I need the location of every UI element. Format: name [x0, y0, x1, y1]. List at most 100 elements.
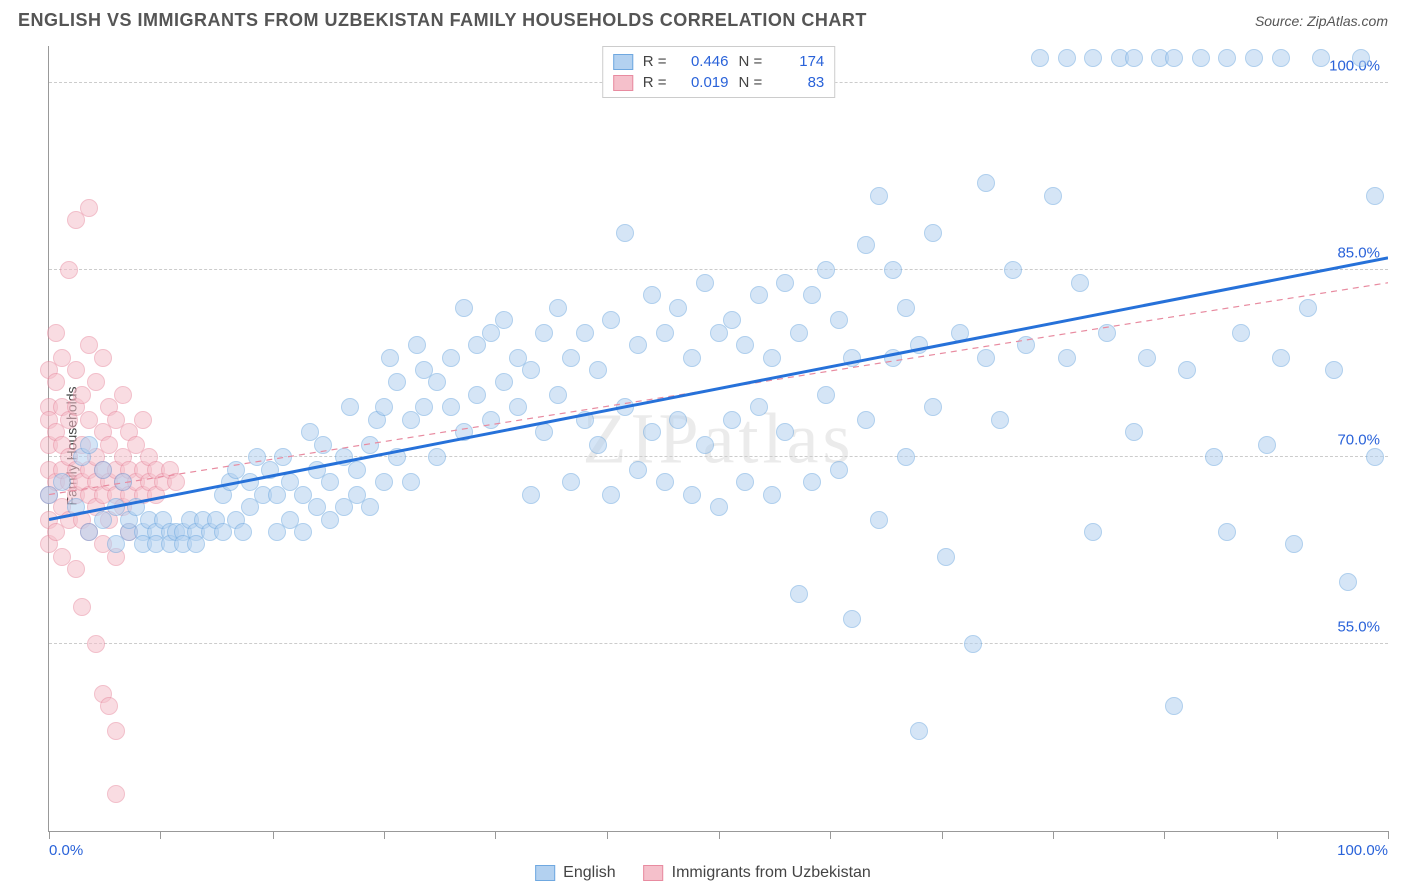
scatter-point-english: [442, 349, 460, 367]
scatter-point-english: [442, 398, 460, 416]
scatter-point-english: [562, 349, 580, 367]
scatter-point-english: [1058, 49, 1076, 67]
scatter-point-english: [589, 361, 607, 379]
chart-title: ENGLISH VS IMMIGRANTS FROM UZBEKISTAN FA…: [18, 10, 867, 31]
scatter-point-english: [495, 373, 513, 391]
scatter-point-english: [1366, 448, 1384, 466]
scatter-point-english: [53, 473, 71, 491]
scatter-point-english: [629, 461, 647, 479]
swatch-english: [535, 865, 555, 881]
scatter-point-english: [234, 523, 252, 541]
scatter-point-english: [1299, 299, 1317, 317]
scatter-point-english: [522, 486, 540, 504]
series-legend: English Immigrants from Uzbekistan: [535, 864, 871, 882]
scatter-point-english: [388, 373, 406, 391]
scatter-point-english: [1272, 349, 1290, 367]
scatter-point-uzbekistan: [60, 261, 78, 279]
scatter-point-english: [696, 436, 714, 454]
x-tick: [942, 831, 943, 839]
scatter-point-english: [616, 224, 634, 242]
legend-label-uzbekistan: Immigrants from Uzbekistan: [672, 864, 871, 882]
scatter-point-english: [830, 461, 848, 479]
scatter-point-english: [736, 473, 754, 491]
x-tick-label: 100.0%: [1337, 842, 1388, 859]
x-tick: [1388, 831, 1389, 839]
scatter-point-english: [495, 311, 513, 329]
scatter-point-english: [696, 274, 714, 292]
scatter-point-english: [67, 498, 85, 516]
scatter-point-english: [1272, 49, 1290, 67]
scatter-point-english: [455, 423, 473, 441]
legend-row-english: R = 0.446 N = 174: [613, 51, 825, 72]
scatter-point-english: [1165, 697, 1183, 715]
scatter-point-english: [602, 311, 620, 329]
scatter-point-english: [549, 299, 567, 317]
scatter-point-english: [428, 373, 446, 391]
scatter-point-english: [1138, 349, 1156, 367]
scatter-point-english: [683, 349, 701, 367]
scatter-point-uzbekistan: [94, 349, 112, 367]
gridline-y: [49, 269, 1388, 270]
scatter-point-english: [710, 498, 728, 516]
scatter-point-english: [1165, 49, 1183, 67]
legend-label-english: English: [563, 864, 615, 882]
scatter-point-english: [375, 473, 393, 491]
scatter-point-english: [1258, 436, 1276, 454]
scatter-point-english: [381, 349, 399, 367]
scatter-point-english: [549, 386, 567, 404]
y-tick-label: 85.0%: [1337, 245, 1380, 262]
scatter-point-english: [455, 299, 473, 317]
scatter-point-english: [1084, 49, 1102, 67]
scatter-point-english: [1017, 336, 1035, 354]
scatter-point-english: [897, 299, 915, 317]
scatter-point-english: [723, 411, 741, 429]
scatter-point-english: [562, 473, 580, 491]
scatter-point-english: [763, 349, 781, 367]
scatter-point-english: [1071, 274, 1089, 292]
scatter-point-english: [1058, 349, 1076, 367]
scatter-point-english: [656, 324, 674, 342]
scatter-point-uzbekistan: [114, 386, 132, 404]
scatter-point-english: [924, 398, 942, 416]
gridline-y: [49, 643, 1388, 644]
x-tick: [49, 831, 50, 839]
scatter-point-english: [790, 585, 808, 603]
scatter-point-english: [884, 349, 902, 367]
scatter-point-english: [388, 448, 406, 466]
trend-overlay: [49, 46, 1388, 831]
scatter-point-english: [803, 473, 821, 491]
scatter-point-english: [643, 286, 661, 304]
swatch-uzbekistan: [644, 865, 664, 881]
scatter-point-english: [763, 486, 781, 504]
scatter-point-english: [991, 411, 1009, 429]
scatter-point-english: [94, 461, 112, 479]
scatter-point-uzbekistan: [47, 324, 65, 342]
scatter-point-english: [897, 448, 915, 466]
scatter-point-english: [1044, 187, 1062, 205]
scatter-point-english: [274, 448, 292, 466]
scatter-point-english: [576, 324, 594, 342]
scatter-point-uzbekistan: [107, 722, 125, 740]
scatter-point-english: [361, 436, 379, 454]
scatter-point-english: [1285, 535, 1303, 553]
n-label: N =: [739, 74, 763, 91]
scatter-point-english: [1178, 361, 1196, 379]
scatter-point-english: [1218, 523, 1236, 541]
swatch-english: [613, 54, 633, 70]
scatter-point-english: [1125, 423, 1143, 441]
scatter-point-english: [589, 436, 607, 454]
scatter-point-english: [468, 386, 486, 404]
scatter-point-english: [817, 261, 835, 279]
chart-plot-area: ZIPatlas R = 0.446 N = 174 R = 0.019 N =…: [48, 46, 1388, 832]
scatter-point-english: [924, 224, 942, 242]
n-value-english: 174: [772, 53, 824, 70]
y-tick-label: 55.0%: [1337, 619, 1380, 636]
scatter-point-english: [348, 461, 366, 479]
legend-item-english: English: [535, 864, 615, 882]
scatter-point-uzbekistan: [87, 373, 105, 391]
scatter-point-english: [843, 610, 861, 628]
scatter-point-english: [361, 498, 379, 516]
scatter-point-english: [643, 423, 661, 441]
scatter-point-uzbekistan: [47, 373, 65, 391]
scatter-point-english: [535, 324, 553, 342]
